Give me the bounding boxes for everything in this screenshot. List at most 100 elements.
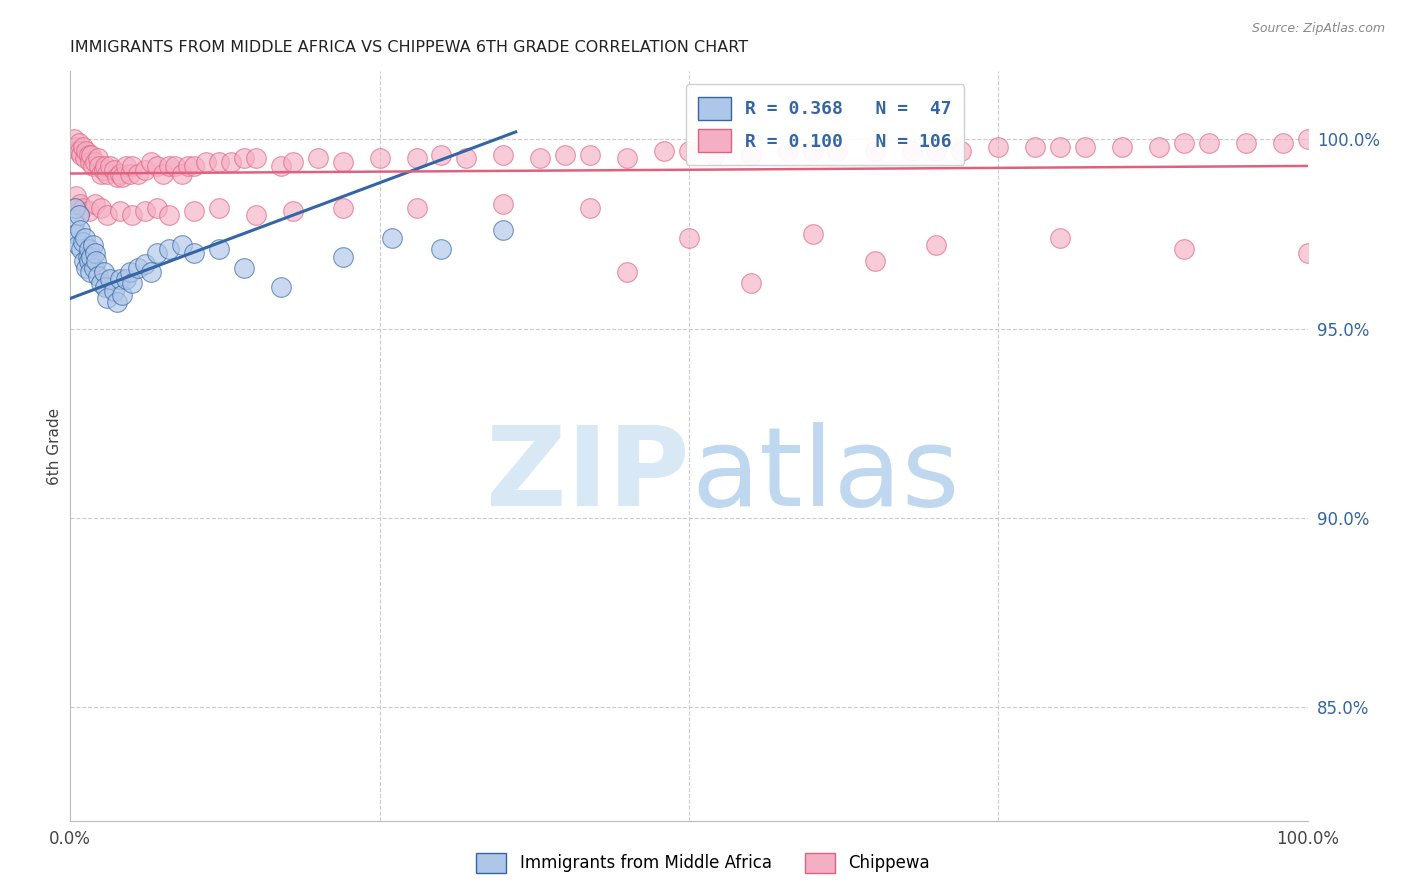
Legend: R = 0.368   N =  47, R = 0.100   N = 106: R = 0.368 N = 47, R = 0.100 N = 106: [686, 84, 965, 165]
Point: [170, 238, 193, 252]
Point: [1296, 246, 1319, 260]
Point: [152, 167, 174, 181]
Point: [232, 152, 254, 166]
Point: [94, 159, 117, 173]
Point: [103, 284, 125, 298]
Point: [554, 147, 576, 161]
Text: ZIP: ZIP: [485, 423, 689, 530]
Point: [75, 152, 97, 166]
Point: [67, 208, 90, 222]
Point: [127, 261, 149, 276]
Point: [69, 223, 91, 237]
Point: [183, 159, 205, 173]
Point: [82, 238, 104, 252]
Point: [79, 265, 101, 279]
Point: [90, 277, 112, 291]
Point: [93, 265, 115, 279]
Point: [115, 272, 138, 286]
Point: [1049, 231, 1071, 245]
Point: [65, 189, 87, 203]
Point: [66, 238, 89, 252]
Point: [108, 272, 131, 286]
Point: [195, 155, 218, 169]
Point: [72, 201, 94, 215]
Point: [281, 204, 304, 219]
Point: [1074, 140, 1097, 154]
Point: [96, 292, 118, 306]
Point: [65, 227, 87, 241]
Point: [87, 159, 110, 173]
Point: [75, 144, 97, 158]
Point: [115, 159, 138, 173]
Point: [84, 196, 107, 211]
Point: [1296, 132, 1319, 146]
Point: [332, 250, 354, 264]
Point: [70, 242, 93, 256]
Point: [77, 204, 100, 219]
Point: [430, 147, 453, 161]
Point: [105, 295, 128, 310]
Point: [84, 253, 107, 268]
Point: [111, 287, 134, 301]
Point: [77, 147, 100, 161]
Point: [134, 162, 156, 177]
Point: [1049, 140, 1071, 154]
Text: atlas: atlas: [692, 423, 960, 530]
Point: [925, 144, 948, 158]
Point: [108, 167, 131, 181]
Point: [307, 152, 329, 166]
Point: [139, 265, 162, 279]
Point: [332, 155, 354, 169]
Point: [616, 152, 638, 166]
Point: [83, 261, 105, 276]
Point: [139, 155, 162, 169]
Point: [77, 253, 100, 268]
Point: [77, 242, 100, 256]
Point: [456, 152, 478, 166]
Point: [1198, 136, 1220, 151]
Point: [430, 242, 453, 256]
Point: [368, 152, 391, 166]
Point: [80, 147, 103, 161]
Point: [84, 246, 107, 260]
Text: IMMIGRANTS FROM MIDDLE AFRICA VS CHIPPEWA 6TH GRADE CORRELATION CHART: IMMIGRANTS FROM MIDDLE AFRICA VS CHIPPEW…: [70, 40, 748, 55]
Point: [118, 167, 141, 181]
Point: [405, 152, 427, 166]
Point: [950, 144, 973, 158]
Point: [1271, 136, 1294, 151]
Point: [146, 159, 169, 173]
Point: [73, 253, 96, 268]
Point: [72, 140, 94, 154]
Point: [776, 144, 799, 158]
Point: [1173, 242, 1195, 256]
Point: [281, 155, 304, 169]
Point: [63, 132, 86, 146]
Point: [492, 223, 515, 237]
Point: [121, 208, 143, 222]
Point: [118, 265, 141, 279]
Point: [111, 170, 134, 185]
Point: [94, 280, 117, 294]
Point: [157, 242, 180, 256]
Point: [86, 152, 108, 166]
Point: [134, 204, 156, 219]
Point: [219, 155, 242, 169]
Point: [98, 159, 121, 173]
Point: [108, 204, 131, 219]
Point: [134, 257, 156, 271]
Point: [183, 204, 205, 219]
Point: [987, 140, 1010, 154]
Point: [405, 201, 427, 215]
Point: [1111, 140, 1133, 154]
Point: [63, 216, 86, 230]
Point: [66, 144, 89, 158]
Point: [270, 159, 292, 173]
Point: [65, 201, 87, 215]
Point: [72, 235, 94, 249]
Point: [332, 201, 354, 215]
Point: [579, 201, 602, 215]
Point: [105, 170, 128, 185]
Point: [270, 280, 292, 294]
Point: [183, 246, 205, 260]
Point: [103, 162, 125, 177]
